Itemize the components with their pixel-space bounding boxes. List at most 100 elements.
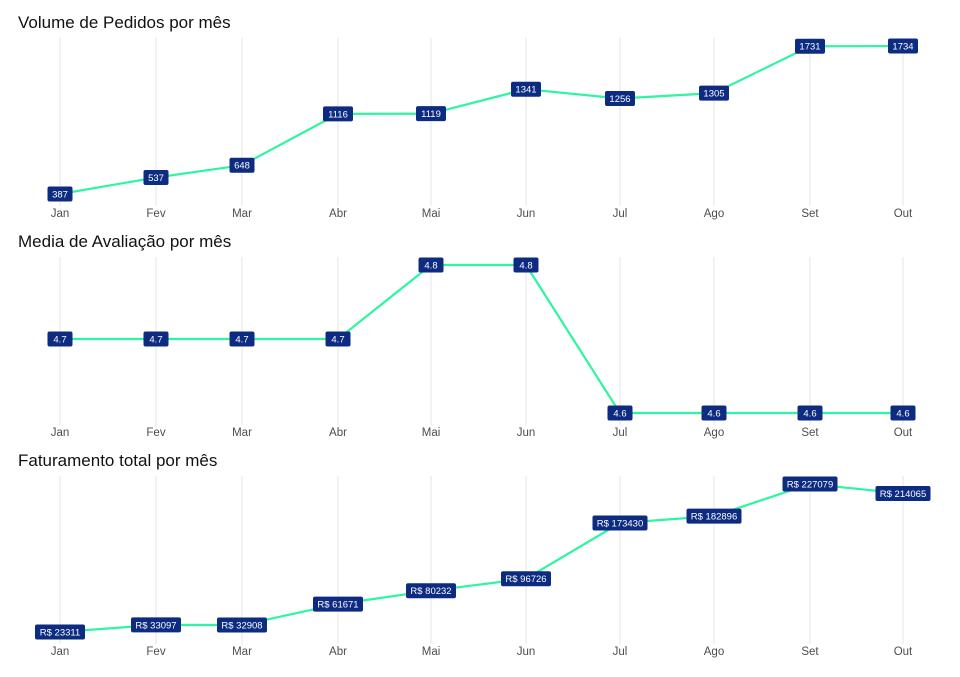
data-label-rating-abr: 4.7 [325,331,351,347]
x-tick-label-revenue-jan: Jan [51,646,70,658]
svg-text:R$ 214065: R$ 214065 [880,489,926,500]
x-tick-label-revenue-abr: Abr [329,646,347,658]
svg-text:1341: 1341 [515,85,536,96]
x-tick-label-revenue-ago: Ago [704,646,724,658]
data-label-revenue-jul: R$ 173430 [592,515,648,531]
data-label-revenue-out: R$ 214065 [875,486,931,501]
svg-text:4.8: 4.8 [424,260,437,271]
data-label-rating-out: 4.6 [890,405,916,421]
data-label-orders-jul: 1256 [605,91,635,106]
svg-text:R$ 61671: R$ 61671 [317,600,358,611]
x-tick-label-orders-ago: Ago [704,208,724,220]
x-tick-label-orders-mar: Mar [232,208,252,220]
svg-text:4.6: 4.6 [707,408,720,419]
data-label-revenue-jan: R$ 23311 [35,624,85,640]
x-tick-label-orders-set: Set [801,208,819,220]
data-labels-rating: 4.7 4.7 4.7 4.7 4.8 4.8 4.6 4.6 4.6 4.6 [47,257,916,421]
data-label-revenue-jun: R$ 96726 [501,571,551,587]
svg-text:1119: 1119 [421,109,441,120]
data-label-rating-jan: 4.7 [47,331,73,347]
series-line-revenue-path [59,482,904,634]
x-axis-ticks-rating: Jan Fev Mar Abr Mai Jun Jul Ago Set Out [51,427,913,439]
data-label-orders-jan: 387 [47,186,73,202]
x-tick-label-rating-jan: Jan [51,427,70,439]
series-line-orders [59,44,904,196]
data-label-rating-mai: 4.8 [418,257,444,273]
svg-text:4.6: 4.6 [803,408,816,419]
series-line-rating [60,263,903,415]
x-tick-label-orders-fev: Fev [146,208,165,220]
x-tick-label-revenue-fev: Fev [146,646,165,658]
x-tick-label-rating-fev: Fev [146,427,165,439]
data-label-rating-ago: 4.6 [701,405,727,421]
svg-text:4.6: 4.6 [896,408,909,419]
x-tick-label-rating-mai: Mai [422,427,441,439]
x-tick-label-orders-mai: Mai [422,208,441,220]
x-tick-label-rating-set: Set [801,427,819,439]
svg-text:4.8: 4.8 [519,260,532,271]
data-label-revenue-abr: R$ 61671 [313,596,363,612]
data-label-rating-set: 4.6 [797,405,823,421]
svg-text:4.7: 4.7 [235,334,248,345]
x-tick-label-orders-jan: Jan [51,208,70,220]
svg-text:537: 537 [148,173,164,184]
x-tick-label-revenue-out: Out [894,646,913,658]
svg-text:R$ 23311: R$ 23311 [40,627,81,638]
data-label-revenue-set: R$ 227079 [782,476,838,492]
svg-text:R$ 96726: R$ 96726 [505,574,546,585]
svg-text:1305: 1305 [703,89,724,100]
panel-revenue: Faturamento total por mês R$ 23311 R$ 330… [18,451,931,658]
svg-text:4.7: 4.7 [149,334,162,345]
panel-rating: Media de Avaliação por mês 4.7 4.7 4.7 4.74… [18,232,916,439]
svg-text:R$ 182896: R$ 182896 [691,512,737,523]
x-tick-label-revenue-jul: Jul [613,646,628,658]
data-labels-orders: 387 537 648 1116 1119 1341 1256 1305 1731 1734 [47,38,918,202]
x-tick-label-revenue-jun: Jun [517,646,536,658]
panel-orders: Volume de Pedidos por mês 387 537 648 1116 1… [18,13,918,220]
data-label-orders-set: 1731 [795,38,825,54]
series-line-rating-path [60,263,903,415]
data-label-revenue-ago: R$ 182896 [686,508,742,524]
svg-text:4.7: 4.7 [331,334,344,345]
svg-text:387: 387 [52,189,68,200]
x-tick-label-revenue-mar: Mar [232,646,252,658]
x-tick-label-rating-abr: Abr [329,427,347,439]
svg-text:R$ 80232: R$ 80232 [410,586,451,597]
grid-revenue [59,476,904,644]
svg-text:R$ 227079: R$ 227079 [787,479,833,490]
data-label-rating-mar: 4.7 [229,331,255,347]
series-line-revenue [59,482,904,634]
x-axis-ticks-revenue: Jan Fev Mar Abr Mai Jun Jul Ago Set Out [51,646,913,658]
x-tick-label-orders-jun: Jun [517,208,536,220]
grid-orders [59,38,904,206]
data-label-rating-jun: 4.8 [513,257,539,273]
data-label-orders-fev: 537 [143,170,169,185]
x-tick-label-rating-mar: Mar [232,427,252,439]
x-tick-label-rating-ago: Ago [704,427,724,439]
data-label-orders-mar: 648 [229,157,255,173]
svg-text:R$ 32908: R$ 32908 [221,620,262,631]
data-labels-revenue: R$ 23311 R$ 33097 R$ 32908 R$ 61671 R$ 80232… [35,476,931,640]
x-tick-label-revenue-mai: Mai [422,646,441,658]
svg-text:R$ 173430: R$ 173430 [597,518,643,529]
x-tick-label-rating-jun: Jun [517,427,536,439]
svg-text:4.6: 4.6 [613,408,626,419]
x-tick-label-rating-out: Out [894,427,913,439]
data-label-rating-fev: 4.7 [143,331,169,347]
x-tick-label-orders-jul: Jul [613,208,628,220]
svg-text:1116: 1116 [328,109,348,120]
data-label-orders-abr: 1116 [323,106,353,122]
svg-text:1256: 1256 [609,94,630,105]
svg-text:4.7: 4.7 [53,334,66,345]
x-axis-ticks-orders: Jan Fev Mar Abr Mai Jun Jul Ago Set Out [51,208,913,220]
series-line-orders-path [59,44,904,196]
data-label-revenue-fev: R$ 33097 [131,617,181,633]
svg-text:R$ 33097: R$ 33097 [135,620,176,631]
data-label-orders-ago: 1305 [699,85,729,101]
chart-title-revenue: Faturamento total por mês [18,451,217,470]
x-tick-label-orders-out: Out [894,208,913,220]
grid-rating [59,257,904,425]
data-label-revenue-mar: R$ 32908 [217,617,267,633]
